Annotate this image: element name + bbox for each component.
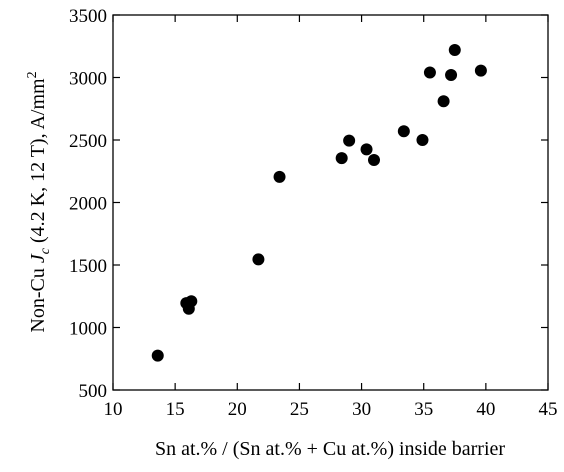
y-tick-labels: 500 1000 1500 2000 2500 3000 3500: [69, 6, 107, 402]
y-tick-label: 1500: [69, 256, 107, 277]
y-axis-label: Non-Cu Jc (4.2 K, 12 T), A/mm2: [25, 71, 53, 332]
data-points: [151, 44, 487, 362]
x-tick-label: 30: [352, 399, 371, 420]
data-point: [368, 154, 380, 166]
data-point: [437, 95, 450, 108]
data-point: [360, 143, 373, 156]
axis-ticks: [112, 14, 549, 391]
x-tick-label: 25: [290, 399, 309, 420]
x-tick-label: 20: [228, 399, 247, 420]
data-point: [416, 134, 429, 146]
data-point: [151, 349, 164, 362]
y-tick-label: 500: [79, 381, 108, 402]
y-tick-label: 2000: [69, 194, 107, 215]
y-axis-label-subscript: c: [38, 247, 53, 254]
y-axis-label-superscript: 2: [25, 71, 40, 78]
data-point: [343, 134, 356, 147]
data-point: [397, 125, 410, 138]
y-axis-label-symbol: J: [27, 253, 49, 263]
x-tick-label: 10: [104, 399, 123, 420]
data-point: [445, 69, 458, 81]
data-point: [185, 295, 198, 308]
data-point: [273, 170, 286, 183]
y-tick-label: 1000: [69, 319, 107, 340]
x-tick-label: 40: [476, 399, 495, 420]
y-axis-label-suffix: (4.2 K, 12 T), A/mm: [27, 78, 49, 248]
data-point: [252, 253, 265, 266]
data-point: [448, 44, 461, 56]
data-point: [423, 66, 436, 79]
data-point: [335, 152, 348, 165]
x-tick-label: 45: [539, 399, 558, 420]
x-tick-label: 35: [414, 399, 433, 420]
y-tick-label: 3000: [69, 69, 107, 90]
y-tick-label: 3500: [69, 6, 107, 27]
x-axis-label: Sn at.% / (Sn at.% + Cu at.%) inside bar…: [155, 438, 505, 460]
x-tick-labels: 10 15 20 25 30 35 40 45: [104, 399, 558, 420]
y-tick-label: 2500: [69, 131, 107, 152]
data-point: [474, 64, 487, 77]
x-tick-label: 15: [166, 399, 185, 420]
y-axis-label-prefix: Non-Cu: [27, 263, 49, 332]
